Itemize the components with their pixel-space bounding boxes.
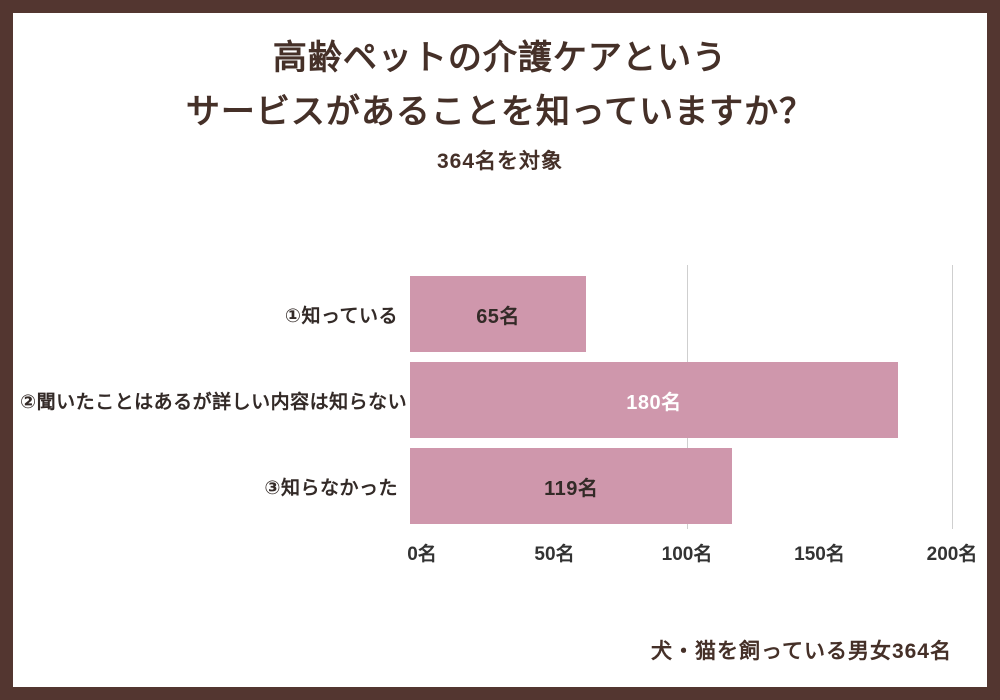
chart-subtitle: 364名を対象	[436, 150, 564, 173]
category-label-2: ②聞いたことはあるが詳しい内容は知らない	[20, 391, 408, 413]
bar-track-1: 65名	[410, 276, 952, 352]
bar-2: 180名	[410, 362, 898, 438]
plot-area: ①知っている 65名 ②聞いたことはあるが詳しい内容は知らない 180名 ③知ら…	[20, 265, 953, 529]
category-label-3: ③知らなかった	[264, 477, 398, 499]
bar-row-2: ②聞いたことはあるが詳しい内容は知らない 180名	[20, 357, 952, 443]
x-tick-2: 100名	[661, 544, 713, 565]
chart-title-line-1: 高齢ペットの介護ケアという	[272, 39, 728, 77]
bar-value-label-2: 180名	[626, 391, 682, 414]
bar-value-label-3: 119名	[544, 477, 599, 500]
bar-track-2: 180名	[410, 362, 952, 438]
x-tick-4: 200名	[926, 544, 978, 565]
category-label-1: ①知っている	[284, 305, 398, 327]
bar-row-1: ①知っている 65名	[20, 271, 952, 357]
bar-row-3: ③知らなかった 119名	[20, 443, 952, 529]
chart-title-line-2: サービスがあることを知っていますか？	[185, 93, 815, 131]
sample-description: 犬・猫を飼っている男女364名	[651, 640, 952, 663]
bar-chart: ①知っている 65名 ②聞いたことはあるが詳しい内容は知らない 180名 ③知ら…	[20, 265, 977, 565]
x-axis: 0名 50名 100名 150名 200名	[407, 529, 977, 565]
x-tick-0: 0名	[407, 544, 437, 565]
bar-1: 65名	[410, 276, 587, 352]
x-tick-3: 150名	[794, 544, 845, 565]
gridline	[952, 265, 953, 529]
bar-track-3: 119名	[410, 448, 952, 524]
chart-header: 高齢ペットの介護ケアという サービスがあることを知っていますか？ 364名を対象	[13, 13, 987, 175]
x-tick-1: 50名	[534, 544, 575, 565]
bar-value-label-1: 65名	[476, 305, 520, 328]
bar-3: 119名	[410, 448, 733, 524]
